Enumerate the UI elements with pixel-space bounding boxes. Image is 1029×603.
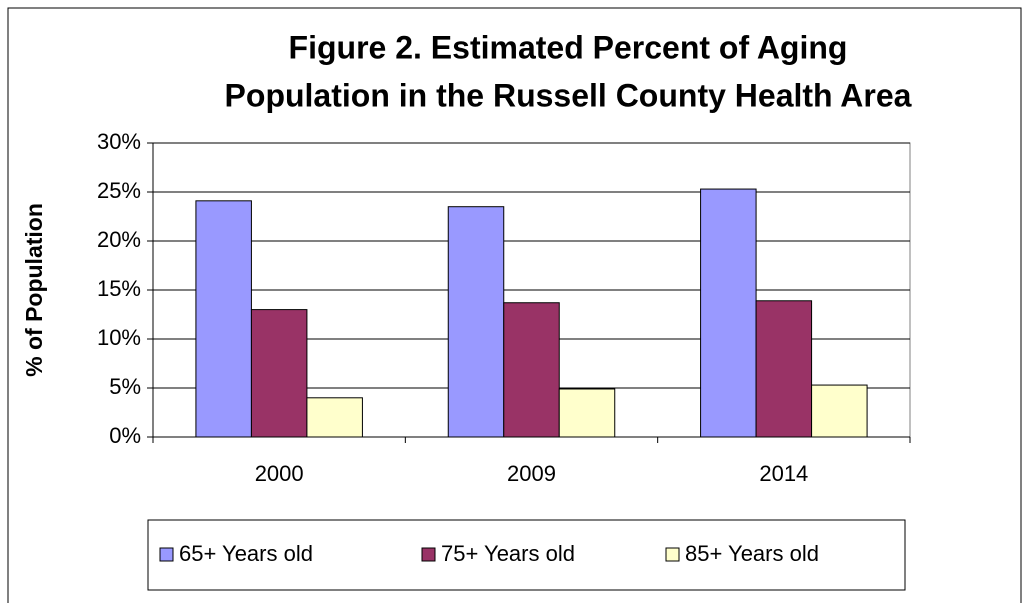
x-tick-label: 2009 [507, 461, 556, 486]
bar [250, 309, 308, 438]
chart-title: Population in the Russell County Health … [225, 77, 912, 113]
y-tick-label: 0% [109, 423, 141, 448]
bar [195, 200, 252, 438]
legend-label: 75+ Years old [441, 541, 575, 566]
y-tick-label: 5% [109, 374, 141, 399]
bar [503, 302, 560, 438]
legend-box [147, 519, 906, 591]
y-tick-label: 15% [97, 276, 141, 301]
legend-label: 85+ Years old [685, 541, 819, 566]
y-tick-label: 10% [97, 325, 141, 350]
bar [306, 397, 363, 438]
y-axis-label: % of Population [21, 203, 47, 377]
y-tick-label: 20% [97, 227, 141, 252]
x-tick-label: 2000 [255, 461, 304, 486]
legend-swatch [665, 547, 680, 562]
bar [811, 384, 868, 438]
legend-label: 65+ Years old [179, 541, 313, 566]
legend-swatch [421, 547, 436, 562]
x-tick-label: 2014 [759, 461, 808, 486]
y-tick-label: 25% [97, 178, 141, 203]
chart-title: Figure 2. Estimated Percent of Aging [289, 29, 848, 65]
bar [447, 206, 505, 438]
y-tick-label: 30% [97, 129, 141, 154]
bar [558, 388, 616, 438]
bar [700, 188, 757, 438]
legend-swatch [159, 547, 174, 562]
bar [755, 300, 813, 438]
